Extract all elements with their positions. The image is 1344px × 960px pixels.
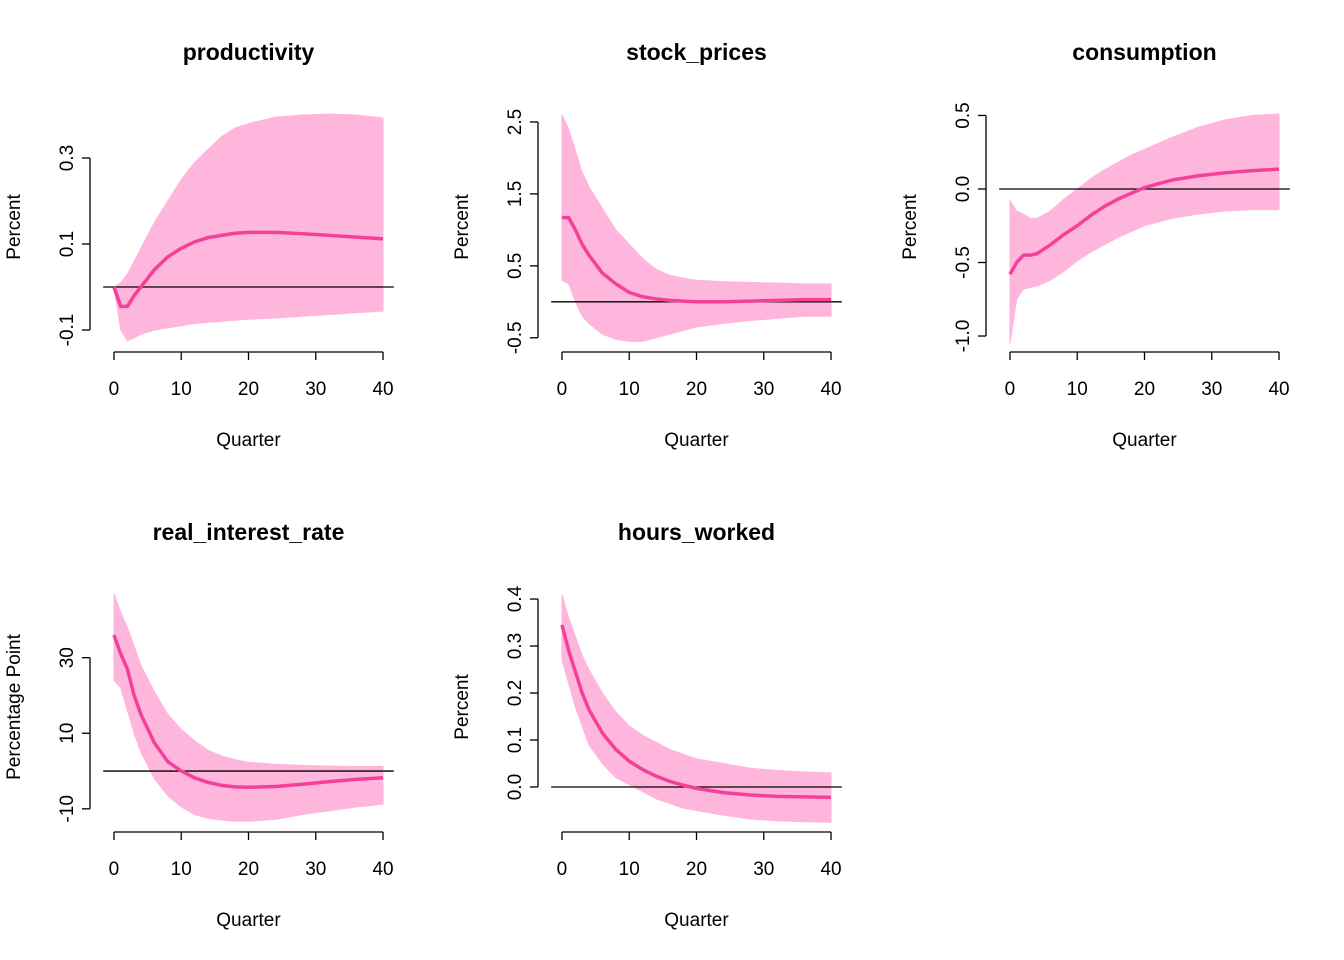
y-tick-label: 0.5 — [505, 253, 526, 279]
confidence-band — [561, 114, 832, 342]
y-tick-label: 0.5 — [953, 102, 974, 128]
y-tick-label: 0.1 — [57, 231, 78, 257]
y-axis-title: Percent — [452, 674, 473, 740]
x-tick-label: 30 — [305, 859, 326, 880]
x-tick-label: 20 — [686, 379, 707, 400]
panel: 0 10 20 30 40 0.0 0.1 0.2 0.3 0.4 hours_worked Quar… — [452, 519, 842, 931]
x-tick-label: 40 — [820, 379, 841, 400]
y-axis-title: Percent — [900, 194, 921, 260]
y-axis-title: Percentage Point — [4, 633, 25, 779]
y-tick-label: 2.5 — [505, 109, 526, 135]
x-tick-label: 10 — [171, 379, 192, 400]
y-tick-label: -0.5 — [505, 321, 526, 354]
x-tick-label: 10 — [171, 859, 192, 880]
x-tick-label: 0 — [557, 379, 568, 400]
x-tick-label: 10 — [1067, 379, 1088, 400]
y-axis-title: Percent — [452, 194, 473, 260]
panel: 0 10 20 30 40 -1.0 -0.5 0.0 0.5 consumption Quarte… — [900, 39, 1290, 451]
chart-title: productivity — [183, 39, 315, 65]
y-tick-label: -10 — [57, 795, 78, 822]
confidence-band — [113, 593, 384, 822]
x-tick-label: 0 — [109, 379, 120, 400]
y-axis-title: Percent — [4, 194, 25, 260]
x-tick-label: 30 — [305, 379, 326, 400]
x-tick-label: 20 — [238, 379, 259, 400]
y-tick-label: 1.5 — [505, 181, 526, 207]
y-tick-label: 0.0 — [953, 176, 974, 202]
y-tick-label: 0.2 — [505, 680, 526, 706]
x-tick-label: 30 — [753, 379, 774, 400]
x-tick-label: 40 — [372, 859, 393, 880]
x-axis-title: Quarter — [664, 910, 729, 931]
y-tick-label: 0.3 — [57, 145, 78, 171]
confidence-band — [113, 113, 384, 342]
x-tick-label: 40 — [372, 379, 393, 400]
y-tick-label: -0.5 — [953, 246, 974, 279]
chart-title: hours_worked — [618, 519, 775, 545]
x-tick-label: 10 — [619, 379, 640, 400]
chart-title: stock_prices — [626, 39, 767, 65]
chart-title: consumption — [1072, 39, 1216, 65]
x-tick-label: 20 — [238, 859, 259, 880]
x-tick-label: 0 — [557, 859, 568, 880]
response-line — [560, 624, 832, 800]
y-tick-label: -0.1 — [57, 314, 78, 347]
x-tick-label: 20 — [1134, 379, 1155, 400]
x-tick-label: 30 — [753, 859, 774, 880]
y-tick-label: 0.3 — [505, 633, 526, 659]
x-tick-label: 10 — [619, 859, 640, 880]
response-line — [1008, 167, 1280, 276]
panel: 0 10 20 30 40 -10 10 30 real_interest_rate Quarte… — [4, 519, 394, 931]
y-tick-label: 0.1 — [505, 727, 526, 753]
x-tick-label: 40 — [1268, 379, 1289, 400]
x-axis-title: Quarter — [216, 910, 281, 931]
confidence-band — [561, 594, 832, 823]
x-tick-label: 40 — [820, 859, 841, 880]
x-tick-label: 20 — [686, 859, 707, 880]
x-axis-title: Quarter — [216, 430, 281, 451]
confidence-band — [1009, 113, 1280, 344]
y-tick-label: 0.4 — [505, 585, 526, 612]
y-tick-label: -1.0 — [953, 320, 974, 353]
chart-title: real_interest_rate — [153, 519, 345, 545]
x-tick-label: 0 — [109, 859, 120, 880]
x-tick-label: 0 — [1005, 379, 1016, 400]
x-tick-label: 30 — [1201, 379, 1222, 400]
response-line — [112, 634, 384, 790]
y-tick-label: 0.0 — [505, 774, 526, 800]
response-line — [112, 230, 384, 309]
response-line — [561, 215, 832, 304]
panel: 0 10 20 30 40 -0.5 0.5 1.5 2.5 stock_prices Quarte… — [452, 39, 842, 451]
y-tick-label: 10 — [57, 723, 78, 744]
panel: 0 10 20 30 40 -0.1 0.1 0.3 productivity Quarter Pe… — [4, 39, 394, 451]
x-axis-title: Quarter — [1112, 430, 1177, 451]
y-tick-label: 30 — [57, 647, 78, 668]
x-axis-title: Quarter — [664, 430, 729, 451]
